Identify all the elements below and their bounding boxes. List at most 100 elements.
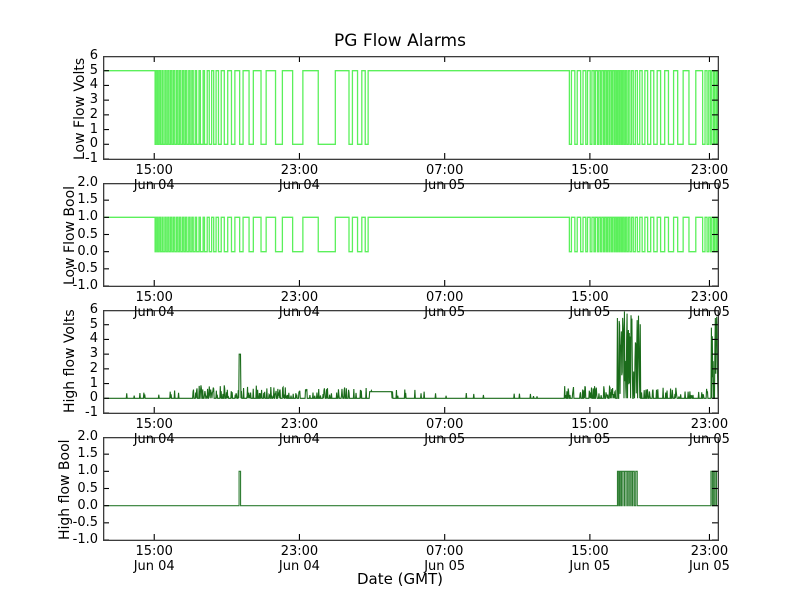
x-tick-date: Jun 04 <box>278 178 320 193</box>
y-tick-label: 0.5 <box>77 480 98 496</box>
y-tick-label: 2.0 <box>77 429 98 444</box>
y-tick-label: 1.0 <box>77 463 98 479</box>
x-tick-date: Jun 05 <box>569 178 611 193</box>
x-tick-time: 23:00 <box>690 290 729 305</box>
y-tick-label: 5 <box>89 316 98 332</box>
x-tick-time: 07:00 <box>425 544 464 559</box>
plot-area-2 <box>103 310 719 414</box>
x-tick-label-overlap: 23:00 Jun 04 <box>254 163 344 193</box>
x-tick-time: 23:00 <box>690 163 729 178</box>
plot-area-0 <box>103 56 719 160</box>
y-tick-label: 6 <box>89 302 98 317</box>
y-tick-label: 5 <box>89 62 98 78</box>
y-tick-label: 1 <box>89 121 98 137</box>
x-tick-time: 07:00 <box>425 163 464 178</box>
y-tick-label: -1 <box>85 151 98 166</box>
x-tick-time: 15:00 <box>571 544 609 559</box>
x-tick-label: 23:00 Jun 04 <box>254 544 344 574</box>
x-tick-date: Jun 05 <box>424 178 466 193</box>
x-axis-label: Date (GMT) <box>356 570 444 588</box>
x-tick-time: 15:00 <box>571 163 609 178</box>
x-tick-label-overlap: 07:00 Jun 05 <box>400 163 490 193</box>
y-tick-label: 0.0 <box>77 243 98 259</box>
x-tick-date: Jun 04 <box>278 559 320 574</box>
x-tick-time: 23:00 <box>280 163 319 178</box>
subplot-low-flow-volts <box>103 56 719 160</box>
x-tick-time: 23:00 <box>280 544 319 559</box>
plot-area-3 <box>103 437 719 541</box>
y-tick-label: 2 <box>89 360 98 376</box>
x-tick-time: 15:00 <box>135 417 173 432</box>
y-tick-label: 1 <box>89 375 98 391</box>
x-tick-date: Jun 05 <box>688 432 730 447</box>
y-tick-label: 0 <box>89 390 98 406</box>
subplot-low-flow-bool <box>103 183 719 287</box>
x-tick-label-overlap: 23:00 Jun 04 <box>254 417 344 447</box>
x-tick-label: 07:00 Jun 05 <box>400 544 490 574</box>
x-tick-time: 15:00 <box>571 417 609 432</box>
y-tick-label: 4 <box>89 77 98 93</box>
x-tick-label-overlap: 07:00 Jun 05 <box>400 290 490 320</box>
series-line-1 <box>103 216 718 253</box>
x-tick-label-overlap: 15:00 Jun 04 <box>109 290 199 320</box>
y-tick-label: -0.5 <box>72 514 98 530</box>
y-tick-label: 1.0 <box>77 209 98 225</box>
x-tick-date: Jun 04 <box>133 305 175 320</box>
x-tick-date: Jun 04 <box>133 559 175 574</box>
x-tick-date: Jun 05 <box>569 559 611 574</box>
x-tick-label: 23:00 Jun 05 <box>664 544 754 574</box>
y-tick-label: 1.5 <box>77 446 98 462</box>
y-tick-label: 3 <box>89 346 98 362</box>
x-tick-date: Jun 05 <box>569 432 611 447</box>
x-tick-time: 07:00 <box>425 290 464 305</box>
x-tick-date: Jun 05 <box>424 559 466 574</box>
x-tick-date: Jun 05 <box>688 178 730 193</box>
y-tick-label: 1.5 <box>77 192 98 208</box>
x-tick-time: 07:00 <box>425 417 464 432</box>
x-tick-label-overlap: 15:00 Jun 05 <box>545 417 635 447</box>
x-tick-time: 15:00 <box>135 163 173 178</box>
x-tick-label-overlap: 23:00 Jun 04 <box>254 290 344 320</box>
y-tick-label: -1.0 <box>72 532 98 547</box>
y-tick-label: 0.5 <box>77 226 98 242</box>
x-tick-label-overlap: 15:00 Jun 04 <box>109 163 199 193</box>
x-tick-label-overlap: 15:00 Jun 05 <box>545 290 635 320</box>
x-tick-label-overlap: 15:00 Jun 04 <box>109 417 199 447</box>
x-tick-label: 15:00 Jun 05 <box>545 544 635 574</box>
x-tick-time: 15:00 <box>135 290 173 305</box>
x-tick-label-overlap: 23:00 Jun 05 <box>664 417 754 447</box>
y-tick-label: -1.0 <box>72 278 98 293</box>
x-tick-date: Jun 05 <box>424 432 466 447</box>
x-tick-time: 23:00 <box>280 290 319 305</box>
plot-area-1 <box>103 183 719 287</box>
y-tick-label: 0 <box>89 136 98 152</box>
x-tick-date: Jun 05 <box>688 559 730 574</box>
y-tick-label: 2 <box>89 106 98 122</box>
y-tick-label: -1 <box>85 405 98 420</box>
y-tick-label: 4 <box>89 331 98 347</box>
y-tick-label: -0.5 <box>72 260 98 276</box>
x-tick-label-overlap: 15:00 Jun 05 <box>545 163 635 193</box>
x-tick-date: Jun 05 <box>424 305 466 320</box>
x-tick-time: 23:00 <box>280 417 319 432</box>
chart-title: PG Flow Alarms <box>334 31 466 51</box>
x-tick-date: Jun 04 <box>278 432 320 447</box>
x-tick-date: Jun 04 <box>133 178 175 193</box>
y-tick-label: 3 <box>89 92 98 108</box>
x-tick-time: 15:00 <box>135 544 173 559</box>
subplot-high-flow-bool <box>103 437 719 541</box>
x-tick-time: 15:00 <box>571 290 609 305</box>
x-tick-date: Jun 05 <box>569 305 611 320</box>
x-tick-time: 23:00 <box>690 544 729 559</box>
x-tick-time: 23:00 <box>690 417 729 432</box>
y-tick-label: 0.0 <box>77 497 98 513</box>
x-tick-label-overlap: 07:00 Jun 05 <box>400 417 490 447</box>
subplot-high-flow-volts <box>103 310 719 414</box>
x-tick-label: 15:00 Jun 04 <box>109 544 199 574</box>
y-tick-label: 2.0 <box>77 175 98 190</box>
x-tick-date: Jun 05 <box>688 305 730 320</box>
x-tick-label-overlap: 23:00 Jun 05 <box>664 163 754 193</box>
series-line-0 <box>103 70 718 145</box>
x-tick-label-overlap: 23:00 Jun 05 <box>664 290 754 320</box>
